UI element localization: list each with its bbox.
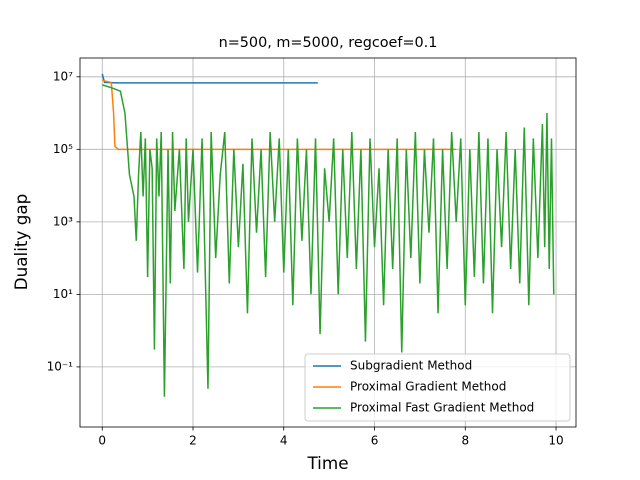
legend-label: Proximal Fast Gradient Method bbox=[350, 401, 534, 415]
y-tick-label: 10⁵ bbox=[53, 142, 73, 156]
series-line bbox=[101, 73, 318, 84]
y-tick-label: 10⁻¹ bbox=[47, 359, 74, 373]
x-axis-label: Time bbox=[306, 453, 348, 473]
legend-label: Subgradient Method bbox=[350, 359, 472, 373]
x-tick-label: 6 bbox=[371, 434, 379, 448]
legend-label: Proximal Gradient Method bbox=[350, 380, 506, 394]
legend-box bbox=[304, 353, 571, 422]
series-line bbox=[102, 79, 457, 151]
x-tick-label: 0 bbox=[98, 434, 106, 448]
series-line bbox=[102, 84, 555, 397]
y-axis-label: Duality gap bbox=[11, 194, 31, 291]
chart-title: n=500, m=5000, regcoef=0.1 bbox=[219, 35, 438, 51]
x-tick-label: 10 bbox=[548, 434, 563, 448]
y-tick-label: 10³ bbox=[53, 214, 73, 228]
plot-frame bbox=[79, 57, 577, 428]
y-tick-label: 10¹ bbox=[53, 287, 73, 301]
x-tick-label: 4 bbox=[280, 434, 288, 448]
y-tick-label: 10⁷ bbox=[53, 69, 73, 83]
x-tick-label: 2 bbox=[189, 434, 197, 448]
x-tick-label: 8 bbox=[461, 434, 469, 448]
